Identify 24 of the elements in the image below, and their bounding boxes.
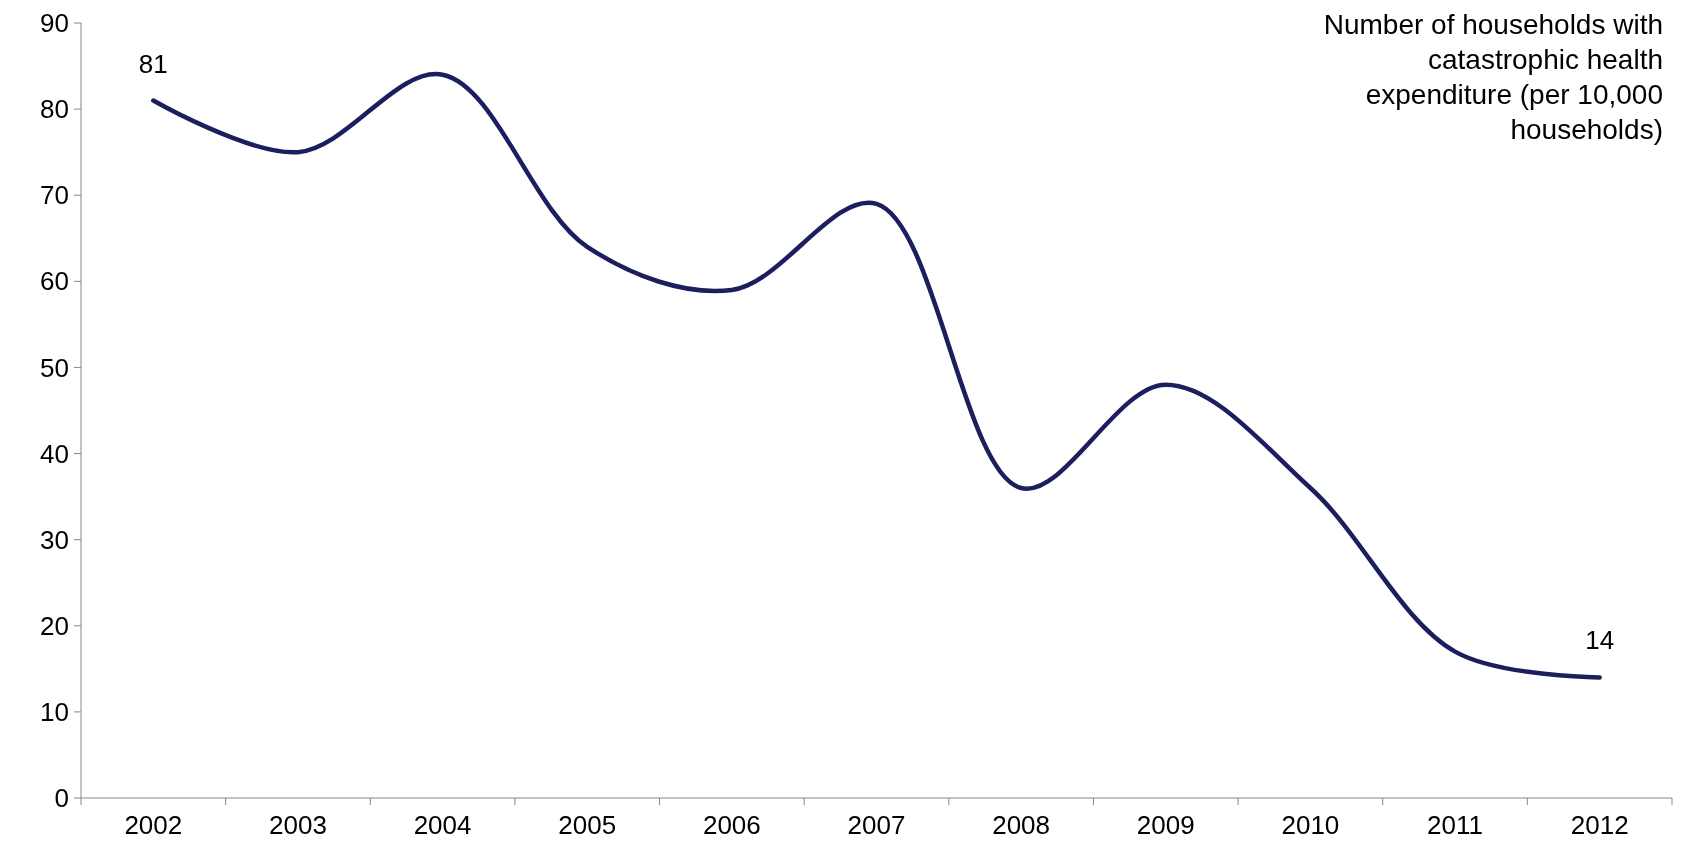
y-tick-label: 40 xyxy=(40,438,69,469)
x-tick-label: 2012 xyxy=(1570,810,1629,840)
x-tick-label: 2008 xyxy=(992,810,1051,840)
y-tick-label: 30 xyxy=(40,524,69,555)
text: Number of households with catastrophic health expenditure (per 10,000 households) xyxy=(1323,9,1663,145)
x-tick-label: 2010 xyxy=(1281,810,1340,840)
data-label: 14 xyxy=(1585,625,1615,656)
x-tick-label: 2005 xyxy=(558,810,617,840)
x-tick-label: 2003 xyxy=(269,810,327,840)
y-tick-label: 0 xyxy=(54,783,69,814)
x-tick-label: 2002 xyxy=(124,810,183,840)
y-tick-label: 60 xyxy=(40,266,69,297)
x-tick-label: 2009 xyxy=(1136,810,1195,840)
x-tick-label: 2006 xyxy=(702,810,761,840)
x-tick-label: 2004 xyxy=(413,810,472,840)
y-tick-label: 90 xyxy=(40,8,69,39)
y-tick-label: 10 xyxy=(40,696,69,727)
data-label: 81 xyxy=(138,48,168,79)
y-tick-label: 80 xyxy=(40,94,69,125)
y-tick-label: 20 xyxy=(40,610,69,641)
y-tick-label: 50 xyxy=(40,352,69,383)
x-tick-label: 2011 xyxy=(1427,810,1484,840)
x-tick-label: 2007 xyxy=(847,810,906,840)
y-tick-label: 70 xyxy=(40,180,69,211)
